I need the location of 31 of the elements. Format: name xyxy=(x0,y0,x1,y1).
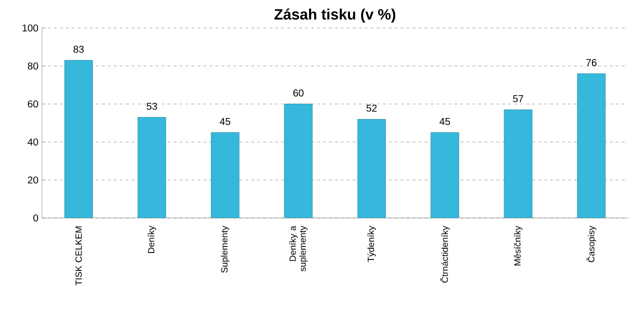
y-tick-label: 60 xyxy=(28,100,38,108)
x-tick-label: Suplementy xyxy=(220,226,230,273)
data-label: 53 xyxy=(146,102,157,110)
y-tick-label: 20 xyxy=(28,176,38,184)
bar xyxy=(138,117,166,218)
data-label: 76 xyxy=(586,59,596,66)
x-tick-label: Měsíčníky xyxy=(514,226,522,266)
bar xyxy=(357,119,386,218)
data-label: 60 xyxy=(293,89,304,96)
x-tick-label: Týdeníky xyxy=(367,226,376,262)
y-tick-label: 40 xyxy=(28,138,38,146)
y-tick-label: 100 xyxy=(22,24,38,32)
data-label: 83 xyxy=(74,46,84,53)
bar xyxy=(210,132,240,218)
y-tick-label: 80 xyxy=(28,62,38,70)
y-tick-label: 0 xyxy=(33,214,38,222)
bar xyxy=(504,110,532,218)
x-tick-label: Čtrnáctideníky xyxy=(440,226,450,283)
data-label: 52 xyxy=(366,104,377,112)
x-tick-label: Časopisy xyxy=(586,226,596,262)
bar xyxy=(284,104,313,218)
data-label: 45 xyxy=(220,118,230,125)
bar xyxy=(577,73,606,218)
data-label: 45 xyxy=(440,118,450,125)
x-tick-label: Deníky a suplementy xyxy=(289,226,308,272)
bar xyxy=(64,60,93,218)
data-label: 57 xyxy=(512,95,524,102)
x-tick-label: TISK CELKEM xyxy=(75,226,82,286)
x-tick-label: Deníky xyxy=(148,226,156,253)
bar xyxy=(430,132,460,218)
chart-title: Zásah tisku (v %) xyxy=(274,8,396,23)
